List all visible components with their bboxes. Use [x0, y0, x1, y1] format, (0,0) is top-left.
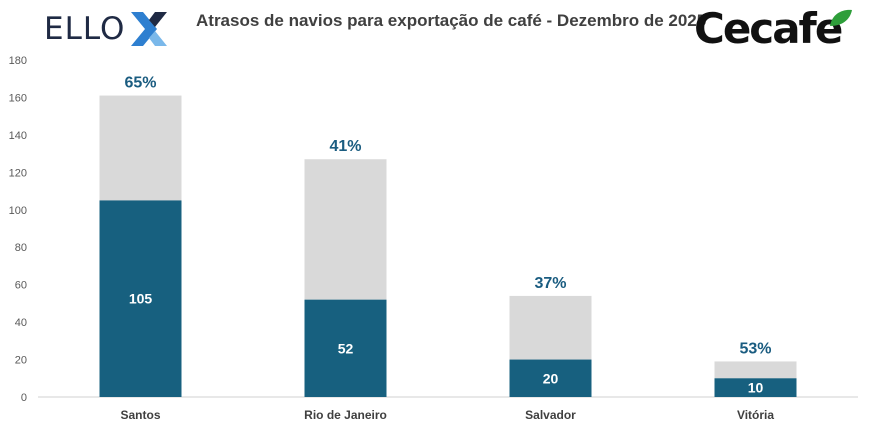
- bar-total-1: [99, 95, 182, 201]
- y-tick-label: 20: [15, 355, 27, 367]
- cecafe-logo: Cecafe: [694, 4, 860, 58]
- bar-total-2: [304, 159, 387, 300]
- x-category-label: Rio de Janeiro: [304, 408, 387, 422]
- y-tick-label: 140: [9, 130, 27, 142]
- y-tick-label: 120: [9, 167, 27, 179]
- x-category-label: Santos: [120, 408, 160, 422]
- y-tick-label: 160: [9, 92, 27, 104]
- y-tick-label: 100: [9, 205, 27, 217]
- percent-label: 53%: [739, 340, 771, 357]
- bar-value-label: 52: [338, 340, 354, 356]
- ello-logo: ELLO: [44, 8, 171, 50]
- bar-total-4: [714, 361, 797, 379]
- bar-delayed-1: [99, 200, 182, 397]
- percent-label: 41%: [329, 138, 361, 155]
- bar-value-label: 105: [129, 291, 153, 307]
- y-tick-label: 60: [15, 280, 27, 292]
- bar-delayed-4: [714, 378, 797, 397]
- percent-label: 37%: [534, 275, 566, 292]
- bar-value-label: 20: [543, 370, 559, 386]
- bar-delayed-3: [509, 359, 592, 397]
- x-category-label: Salvador: [525, 408, 576, 422]
- bar-value-label: 10: [748, 380, 764, 396]
- bar-total-3: [509, 295, 592, 360]
- y-tick-label: 0: [21, 392, 27, 404]
- x-mark-icon: [131, 12, 168, 46]
- leaf-icon: [830, 9, 852, 26]
- chart-title: Atrasos de navios para exportação de caf…: [196, 11, 707, 30]
- bar-delayed-2: [304, 299, 387, 397]
- x-category-label: Vitória: [737, 408, 774, 422]
- y-tick-label: 40: [15, 317, 27, 329]
- y-tick-label: 80: [15, 242, 27, 254]
- y-tick-label: 180: [9, 55, 27, 67]
- cecafe-logo-text: Cecafe: [694, 4, 843, 53]
- percent-label: 65%: [124, 75, 156, 92]
- ello-logo-text: ELLO: [44, 11, 126, 47]
